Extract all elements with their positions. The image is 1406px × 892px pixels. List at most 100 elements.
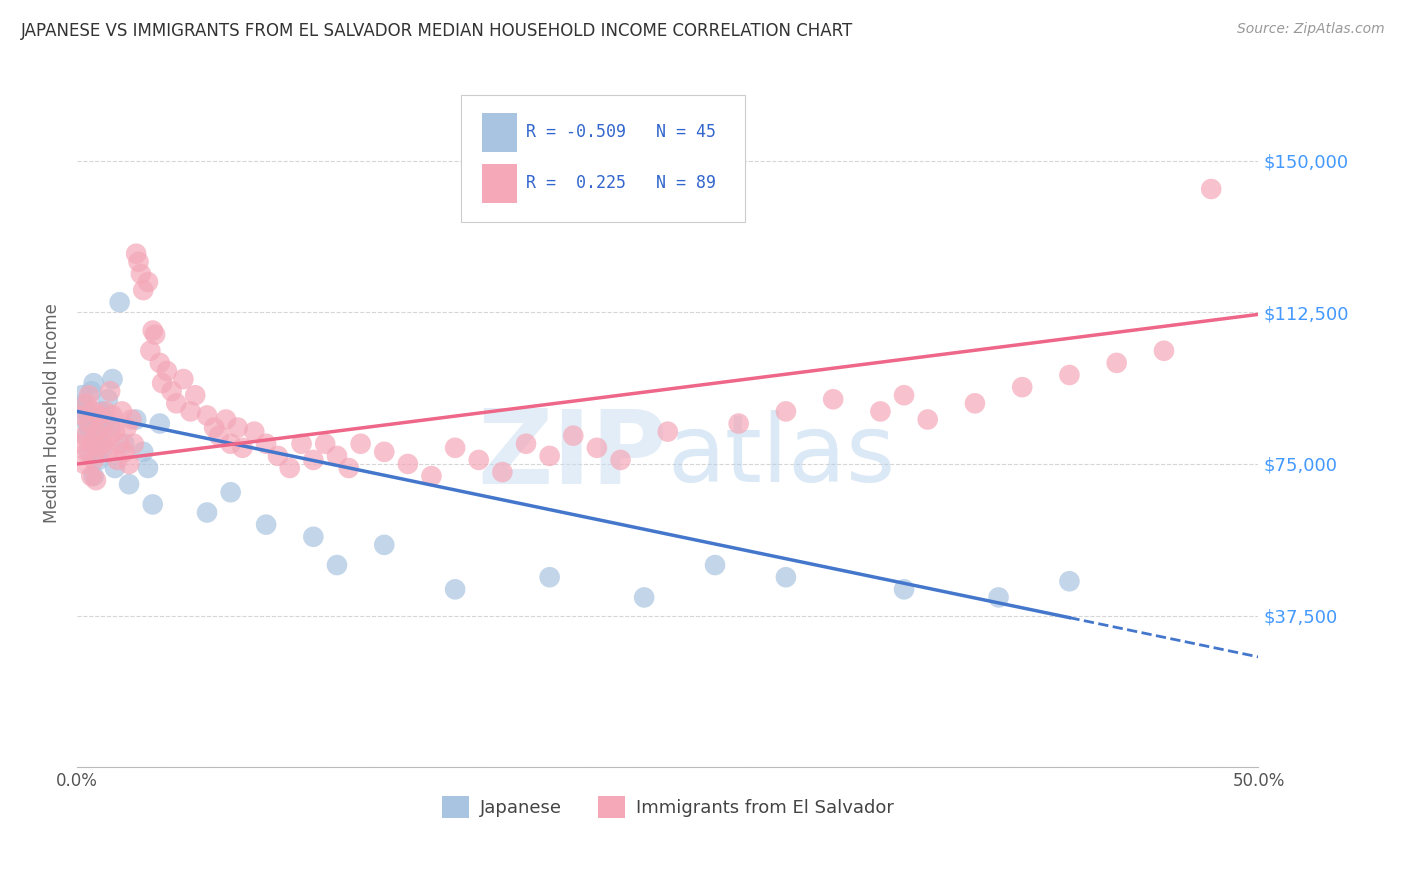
Point xyxy=(125,412,148,426)
Point xyxy=(491,465,513,479)
Point xyxy=(1059,574,1081,589)
Point xyxy=(1011,380,1033,394)
Point xyxy=(139,343,162,358)
Point xyxy=(179,404,201,418)
Point xyxy=(143,327,166,342)
Point xyxy=(98,420,121,434)
Point xyxy=(142,497,165,511)
Point xyxy=(373,445,395,459)
Point xyxy=(77,388,100,402)
Point xyxy=(69,401,91,415)
Text: Source: ZipAtlas.com: Source: ZipAtlas.com xyxy=(1237,22,1385,37)
Point xyxy=(444,441,467,455)
Point xyxy=(156,364,179,378)
Point xyxy=(104,461,127,475)
Point xyxy=(91,441,114,455)
Point xyxy=(84,417,107,431)
Point xyxy=(80,384,103,399)
Point xyxy=(84,473,107,487)
Point xyxy=(202,420,225,434)
Point xyxy=(314,436,336,450)
Point xyxy=(243,425,266,439)
Point xyxy=(118,457,141,471)
Point xyxy=(111,404,134,418)
Point xyxy=(538,570,561,584)
Point xyxy=(87,409,110,423)
Point xyxy=(108,295,131,310)
Point xyxy=(149,417,172,431)
FancyBboxPatch shape xyxy=(482,164,516,202)
Point xyxy=(326,449,349,463)
Point xyxy=(727,417,749,431)
Point xyxy=(184,388,207,402)
Point xyxy=(326,558,349,572)
Point xyxy=(73,412,96,426)
Point xyxy=(657,425,679,439)
Point xyxy=(94,412,117,426)
Point xyxy=(73,428,96,442)
Point xyxy=(70,409,93,423)
Point xyxy=(195,506,218,520)
Point xyxy=(586,441,609,455)
Text: R =  0.225   N = 89: R = 0.225 N = 89 xyxy=(526,175,716,193)
Point xyxy=(94,404,117,418)
Point xyxy=(468,453,491,467)
Point xyxy=(101,409,124,423)
Point xyxy=(76,404,98,418)
Point xyxy=(963,396,986,410)
Point xyxy=(80,409,103,423)
Point xyxy=(893,582,915,597)
Point xyxy=(84,436,107,450)
Point xyxy=(90,425,112,439)
Point xyxy=(1153,343,1175,358)
Point xyxy=(267,449,290,463)
Y-axis label: Median Household Income: Median Household Income xyxy=(44,303,60,524)
Point xyxy=(775,570,797,584)
Point xyxy=(609,453,631,467)
Point xyxy=(76,396,98,410)
Point xyxy=(77,420,100,434)
Point xyxy=(219,485,242,500)
Point xyxy=(396,457,419,471)
Point xyxy=(1105,356,1128,370)
Point xyxy=(290,436,312,450)
Point xyxy=(70,388,93,402)
Point xyxy=(77,417,100,431)
Point xyxy=(76,445,98,459)
Point xyxy=(98,384,121,399)
Point xyxy=(917,412,939,426)
Point xyxy=(129,267,152,281)
Point xyxy=(122,436,145,450)
Point xyxy=(87,453,110,467)
Point xyxy=(76,428,98,442)
FancyBboxPatch shape xyxy=(482,113,516,152)
Point xyxy=(172,372,194,386)
Point xyxy=(869,404,891,418)
FancyBboxPatch shape xyxy=(461,95,745,222)
Point xyxy=(105,453,128,467)
Point xyxy=(775,404,797,418)
Point xyxy=(83,469,105,483)
Point xyxy=(987,591,1010,605)
Point xyxy=(278,461,301,475)
Point xyxy=(165,396,187,410)
Point xyxy=(104,425,127,439)
Point xyxy=(112,436,135,450)
Text: ZIP: ZIP xyxy=(478,405,668,507)
Point xyxy=(231,441,253,455)
Point xyxy=(120,412,142,426)
Text: atlas: atlas xyxy=(668,410,896,502)
Point xyxy=(87,441,110,455)
Point xyxy=(83,376,105,390)
Point xyxy=(118,477,141,491)
Point xyxy=(633,591,655,605)
Point xyxy=(226,420,249,434)
Point xyxy=(98,428,121,442)
Point xyxy=(132,445,155,459)
Point xyxy=(349,436,371,450)
Point xyxy=(80,436,103,450)
Point xyxy=(90,420,112,434)
Point xyxy=(149,356,172,370)
Point xyxy=(84,425,107,439)
Point xyxy=(538,449,561,463)
